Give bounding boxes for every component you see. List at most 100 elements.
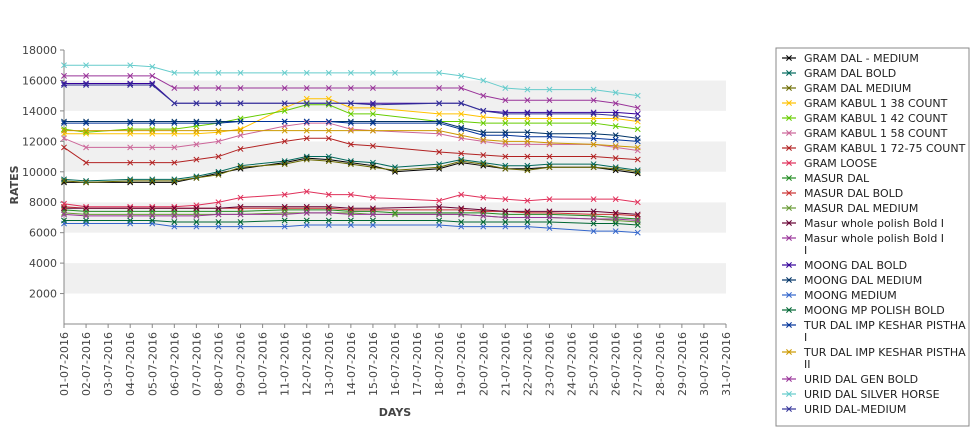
legend-item[interactable]: GRAM DAL BOLD (782, 67, 896, 80)
data-point (127, 82, 134, 88)
data-point (193, 219, 200, 225)
x-tick-label: 29-07-2016 (676, 332, 689, 396)
data-point (436, 211, 443, 218)
data-point (392, 69, 398, 76)
data-point (612, 216, 619, 222)
data-point (634, 199, 641, 206)
data-point (83, 127, 90, 134)
data-point (149, 217, 156, 224)
legend-item[interactable]: GRAM KABUL 1 72-75 COUNT (782, 142, 966, 155)
data-point (303, 156, 310, 163)
data-point (524, 86, 531, 93)
legend-label: I (804, 244, 807, 257)
legend-marker (786, 292, 792, 298)
y-tick-label: 2000 (29, 288, 57, 301)
data-point (436, 222, 443, 229)
data-point (612, 100, 619, 107)
data-point (369, 142, 376, 149)
data-point (325, 191, 332, 198)
legend-item[interactable]: MASUR DAL MEDIUM (782, 202, 918, 215)
legend-item[interactable]: TUR DAL IMP KESHAR PISTHA II (782, 346, 966, 371)
data-point (61, 72, 67, 79)
legend-label: II (804, 358, 811, 371)
legend-marker (786, 391, 792, 397)
legend-item[interactable]: TUR DAL IMP KESHAR PISTHA I (782, 319, 966, 344)
legend-item[interactable]: URID DAL GEN BOLD (782, 373, 918, 386)
legend-item[interactable]: MOONG MP POLISH BOLD (782, 304, 945, 317)
data-point (325, 209, 332, 216)
x-tick-label: 16-07-2016 (389, 332, 402, 396)
data-point (634, 156, 641, 163)
data-point (193, 85, 200, 92)
y-tick-label: 14000 (22, 105, 57, 118)
legend-item[interactable]: GRAM DAL MEDIUM (782, 82, 911, 95)
data-point (237, 162, 244, 169)
legend-item[interactable]: Masur whole polish Bold I (782, 217, 944, 230)
legend-item[interactable]: MOONG MEDIUM (782, 289, 897, 302)
data-point (458, 191, 465, 198)
x-tick-label: 13-07-2016 (323, 332, 336, 396)
grid-band (64, 50, 726, 81)
data-point (347, 161, 354, 168)
data-point (634, 104, 641, 111)
data-point (524, 153, 531, 160)
legend-item[interactable]: URID DAL-MEDIUM (782, 403, 906, 416)
data-point (171, 177, 178, 184)
legend-item[interactable]: GRAM KABUL 1 38 COUNT (782, 97, 948, 110)
data-point (480, 92, 487, 99)
data-point (325, 101, 332, 108)
data-point (237, 145, 244, 152)
legend-item[interactable]: MOONG DAL BOLD (782, 259, 907, 272)
data-point (61, 176, 67, 183)
x-tick-label: 09-07-2016 (235, 332, 248, 396)
data-point (61, 177, 67, 184)
legend-item[interactable]: MOONG DAL MEDIUM (782, 274, 922, 287)
legend-item[interactable]: MASUR DAL BOLD (782, 187, 903, 200)
data-point (193, 211, 200, 218)
data-point (524, 167, 531, 174)
data-point (502, 132, 509, 139)
data-point (171, 126, 178, 133)
data-point (61, 80, 67, 87)
legend-item[interactable]: GRAM KABUL 1 42 COUNT (782, 112, 948, 125)
data-point (546, 139, 553, 146)
data-point (392, 168, 398, 175)
legend-marker (786, 145, 792, 151)
data-point (281, 209, 288, 216)
legend-item[interactable]: GRAM KABUL 1 58 COUNT (782, 127, 948, 140)
legend-item[interactable]: GRAM DAL - MEDIUM (782, 52, 919, 65)
data-point (458, 150, 465, 157)
data-point (480, 152, 487, 158)
x-tick-label: 30-07-2016 (698, 332, 711, 396)
data-point (215, 85, 222, 92)
legend-marker (786, 70, 792, 76)
data-point (237, 118, 244, 125)
x-tick-label: 04-07-2016 (124, 332, 137, 396)
data-point (61, 203, 67, 210)
legend-label: GRAM DAL - MEDIUM (804, 52, 919, 65)
data-point (502, 120, 509, 127)
data-point (303, 118, 310, 125)
data-point (83, 144, 90, 151)
x-tick-label: 27-07-2016 (632, 332, 645, 396)
data-point (502, 153, 509, 160)
data-point (458, 223, 465, 230)
data-point (127, 126, 134, 133)
legend-item[interactable]: URID DAL SILVER HORSE (782, 388, 940, 401)
data-point (325, 69, 332, 76)
data-point (458, 211, 465, 218)
series-line (64, 130, 638, 148)
legend-item[interactable]: GRAM LOOSE (782, 157, 877, 170)
data-point (590, 130, 597, 137)
series-line (63, 104, 638, 133)
legend-label: MOONG MEDIUM (804, 289, 897, 302)
legend-item[interactable]: MASUR DAL (782, 172, 870, 185)
legend-label: Masur whole polish Bold I (804, 217, 944, 230)
legend-item[interactable]: Masur whole polish Bold II (782, 232, 944, 257)
data-point (303, 222, 310, 229)
x-tick-label: 23-07-2016 (543, 332, 556, 396)
data-point (480, 120, 487, 127)
data-point (480, 206, 487, 213)
data-point (634, 222, 641, 229)
data-point (347, 205, 354, 212)
